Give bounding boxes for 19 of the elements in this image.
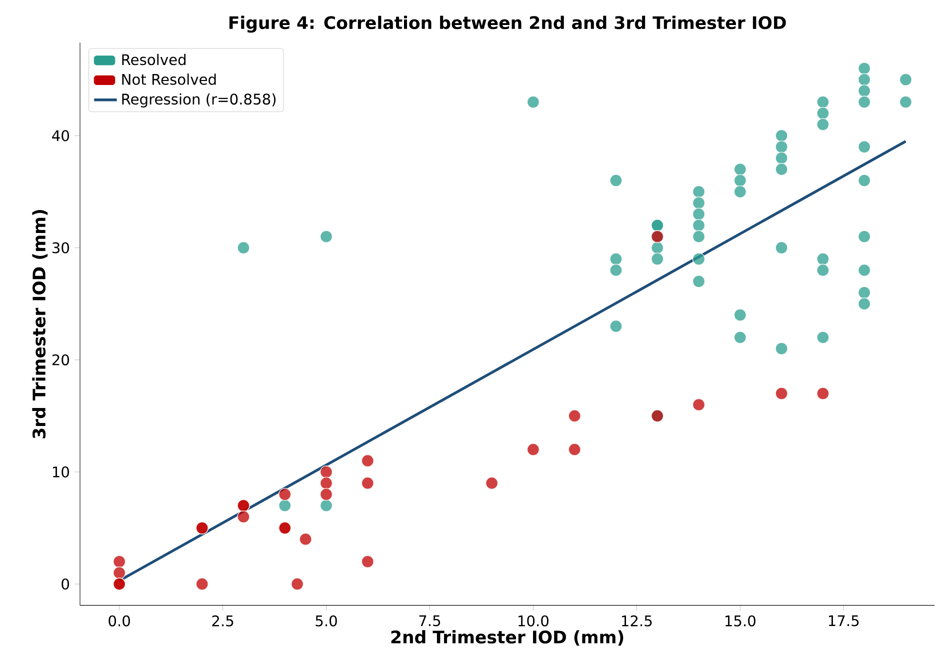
legend-label: Not Resolved <box>122 74 216 86</box>
x-tick-label: 15.0 <box>725 616 756 627</box>
y-axis-title: 3rd Trimester IOD (mm) <box>32 210 48 438</box>
legend-label: Regression (r=0.858) <box>122 94 276 108</box>
x-tick-label: 17.5 <box>828 616 859 626</box>
x-tick-label: 7.5 <box>419 616 440 626</box>
y-tick-label: 0 <box>62 578 69 590</box>
chart-title: Figure 4: Correlation between 2nd and 3rd Trimester IOD <box>229 16 786 33</box>
x-tick-label: 12.5 <box>622 616 652 627</box>
x-axis-title: 2nd Trimester IOD (mm) <box>391 630 624 646</box>
x-tick-label: 0.0 <box>108 616 130 627</box>
y-tick-label: 40 <box>52 130 69 142</box>
legend-label: Resolved <box>122 54 186 66</box>
y-tick-label: 30 <box>52 242 69 254</box>
y-tick-label: 20 <box>52 354 69 366</box>
x-tick-label: 2.5 <box>212 616 234 627</box>
x-tick-label: 5.0 <box>316 616 337 627</box>
x-tick-label: 10.0 <box>518 616 548 627</box>
y-tick-label: 10 <box>52 466 69 478</box>
